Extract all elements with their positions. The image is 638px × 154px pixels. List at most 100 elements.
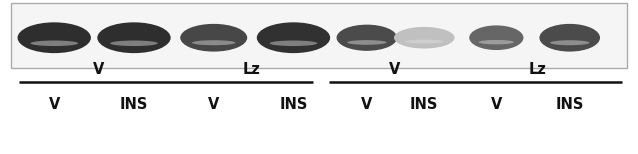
Ellipse shape bbox=[394, 27, 454, 49]
Ellipse shape bbox=[43, 33, 65, 42]
Ellipse shape bbox=[400, 29, 449, 46]
Ellipse shape bbox=[477, 29, 516, 46]
Text: V: V bbox=[491, 97, 502, 112]
Ellipse shape bbox=[21, 24, 87, 52]
Ellipse shape bbox=[273, 29, 314, 46]
Ellipse shape bbox=[489, 35, 503, 41]
Ellipse shape bbox=[38, 31, 71, 45]
Ellipse shape bbox=[421, 37, 427, 39]
Ellipse shape bbox=[40, 32, 69, 44]
Ellipse shape bbox=[272, 28, 316, 47]
Ellipse shape bbox=[409, 32, 440, 43]
Ellipse shape bbox=[198, 31, 229, 44]
Ellipse shape bbox=[123, 33, 145, 42]
Ellipse shape bbox=[117, 31, 151, 45]
Ellipse shape bbox=[346, 29, 388, 47]
Ellipse shape bbox=[419, 36, 431, 40]
Ellipse shape bbox=[105, 25, 163, 50]
Ellipse shape bbox=[279, 32, 308, 44]
Ellipse shape bbox=[190, 28, 237, 47]
Ellipse shape bbox=[495, 37, 498, 38]
Ellipse shape bbox=[550, 29, 590, 47]
Text: Lz: Lz bbox=[529, 62, 547, 77]
Ellipse shape bbox=[564, 35, 576, 41]
Ellipse shape bbox=[550, 40, 590, 45]
Ellipse shape bbox=[192, 40, 235, 45]
Ellipse shape bbox=[50, 36, 58, 39]
Ellipse shape bbox=[32, 28, 77, 47]
Ellipse shape bbox=[480, 30, 513, 45]
Ellipse shape bbox=[341, 27, 392, 49]
Ellipse shape bbox=[353, 32, 380, 44]
Ellipse shape bbox=[130, 36, 138, 39]
Ellipse shape bbox=[417, 35, 432, 41]
Ellipse shape bbox=[488, 34, 505, 41]
Ellipse shape bbox=[197, 31, 230, 45]
Ellipse shape bbox=[403, 30, 445, 45]
Ellipse shape bbox=[114, 29, 154, 46]
Ellipse shape bbox=[411, 33, 438, 43]
Ellipse shape bbox=[285, 34, 302, 42]
Ellipse shape bbox=[558, 32, 582, 43]
Ellipse shape bbox=[473, 27, 519, 48]
Ellipse shape bbox=[338, 25, 396, 50]
Ellipse shape bbox=[404, 31, 444, 45]
Text: INS: INS bbox=[556, 97, 584, 112]
Ellipse shape bbox=[478, 30, 514, 46]
Ellipse shape bbox=[110, 41, 158, 46]
Ellipse shape bbox=[491, 35, 501, 40]
Ellipse shape bbox=[404, 40, 444, 44]
Ellipse shape bbox=[413, 34, 435, 41]
Ellipse shape bbox=[396, 27, 453, 48]
Ellipse shape bbox=[270, 28, 317, 48]
Ellipse shape bbox=[194, 29, 234, 46]
Ellipse shape bbox=[471, 26, 522, 49]
FancyBboxPatch shape bbox=[11, 3, 627, 68]
Ellipse shape bbox=[541, 25, 598, 51]
Ellipse shape bbox=[401, 30, 447, 46]
Ellipse shape bbox=[29, 27, 80, 49]
Ellipse shape bbox=[31, 28, 78, 48]
Ellipse shape bbox=[202, 33, 225, 43]
Ellipse shape bbox=[565, 36, 574, 40]
Ellipse shape bbox=[25, 25, 84, 50]
Ellipse shape bbox=[184, 25, 244, 50]
Ellipse shape bbox=[540, 24, 600, 52]
Ellipse shape bbox=[347, 40, 387, 45]
Ellipse shape bbox=[181, 24, 248, 52]
Ellipse shape bbox=[344, 28, 390, 48]
Ellipse shape bbox=[205, 34, 222, 41]
Text: V: V bbox=[389, 62, 400, 77]
Ellipse shape bbox=[549, 28, 591, 47]
Ellipse shape bbox=[187, 27, 241, 49]
Ellipse shape bbox=[283, 33, 304, 42]
Ellipse shape bbox=[182, 25, 246, 51]
Ellipse shape bbox=[359, 34, 375, 41]
Ellipse shape bbox=[268, 27, 319, 49]
Text: Lz: Lz bbox=[243, 62, 261, 77]
Ellipse shape bbox=[121, 32, 147, 43]
Ellipse shape bbox=[559, 33, 581, 43]
Ellipse shape bbox=[34, 29, 75, 46]
Text: INS: INS bbox=[279, 97, 308, 112]
Ellipse shape bbox=[362, 36, 371, 40]
Ellipse shape bbox=[275, 30, 312, 45]
Ellipse shape bbox=[364, 36, 370, 39]
Ellipse shape bbox=[356, 33, 378, 42]
Ellipse shape bbox=[339, 26, 394, 50]
Ellipse shape bbox=[288, 35, 299, 40]
Ellipse shape bbox=[366, 37, 368, 38]
Ellipse shape bbox=[45, 34, 63, 42]
Ellipse shape bbox=[204, 34, 224, 42]
Ellipse shape bbox=[337, 25, 397, 51]
Ellipse shape bbox=[562, 34, 577, 41]
Ellipse shape bbox=[256, 22, 330, 53]
Ellipse shape bbox=[212, 37, 216, 38]
Ellipse shape bbox=[355, 32, 379, 43]
Ellipse shape bbox=[406, 31, 443, 44]
Ellipse shape bbox=[107, 26, 161, 49]
Text: V: V bbox=[361, 97, 373, 112]
Ellipse shape bbox=[475, 28, 518, 48]
Ellipse shape bbox=[478, 40, 514, 44]
Ellipse shape bbox=[292, 37, 295, 38]
